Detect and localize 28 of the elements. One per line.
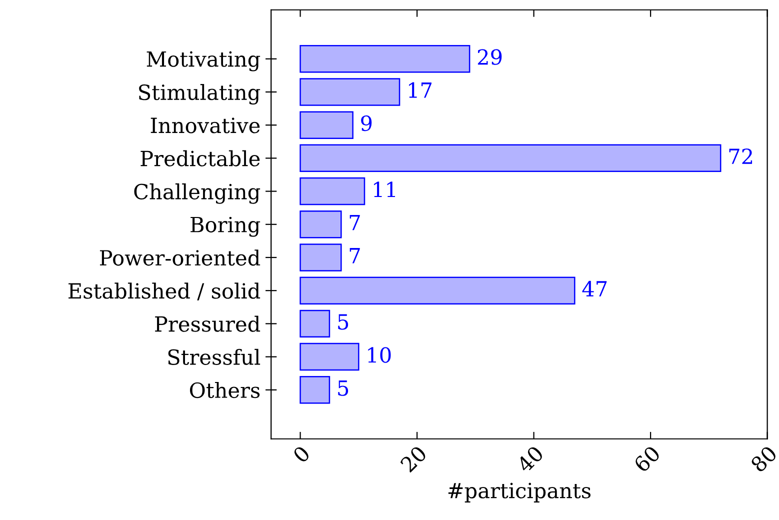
data-label: 7 bbox=[350, 214, 360, 230]
x-tick-label: 80 bbox=[750, 444, 778, 473]
data-label: 10 bbox=[368, 347, 391, 363]
y-tick-label: Challenging bbox=[134, 183, 260, 204]
y-tick-label: Innovative bbox=[150, 118, 260, 134]
y-tick-label: Stimulating bbox=[139, 84, 260, 105]
y-tick-label: Established / solid bbox=[68, 282, 260, 300]
data-label: 47 bbox=[582, 280, 607, 296]
y-tick-label: Others bbox=[190, 382, 260, 398]
data-label: 5 bbox=[338, 314, 348, 330]
x-axis-title: #participants bbox=[448, 482, 591, 502]
data-label: 29 bbox=[478, 49, 502, 65]
y-tick-label: Pressured bbox=[155, 316, 260, 332]
y-tick-label: Boring bbox=[190, 216, 260, 237]
data-label: 17 bbox=[409, 82, 432, 98]
x-tick-label: 60 bbox=[633, 444, 661, 473]
y-tick-label: Power-oriented bbox=[100, 250, 260, 266]
x-tick-label: 40 bbox=[516, 444, 544, 474]
data-label: 11 bbox=[374, 182, 395, 198]
x-tick-label: 20 bbox=[400, 444, 428, 473]
y-tick-label: Motivating bbox=[146, 51, 260, 72]
data-label: 7 bbox=[350, 248, 360, 264]
data-label: 9 bbox=[361, 115, 372, 132]
data-label: 72 bbox=[729, 148, 752, 164]
y-tick-label: Predictable bbox=[140, 150, 260, 166]
x-tick-label: 0 bbox=[292, 444, 311, 464]
y-tick-label: Stressful bbox=[168, 348, 260, 365]
data-label: 5 bbox=[338, 380, 348, 396]
